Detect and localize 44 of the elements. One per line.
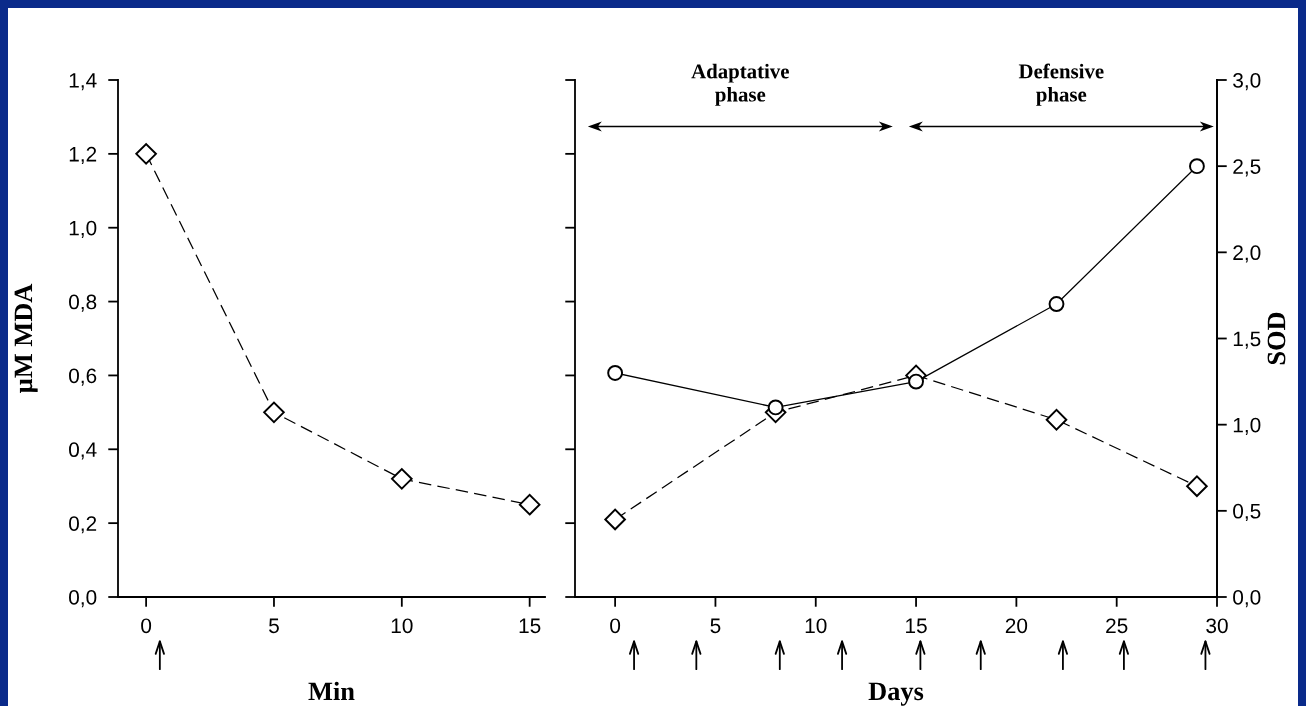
x-tick-label: 0: [610, 618, 621, 634]
y-tick-label: 0,8: [69, 294, 97, 312]
x-tick-label: 25: [1106, 618, 1128, 634]
point: [1186, 475, 1208, 497]
y-tick-label: 0,4: [69, 442, 97, 460]
x-axis-title: Days: [868, 682, 924, 706]
x-tick-label: 10: [391, 618, 413, 634]
text: 1,5: [1233, 331, 1261, 349]
point: [391, 468, 413, 490]
y-tick-label: 1,0: [69, 220, 97, 238]
point: [263, 401, 285, 424]
point: [1048, 296, 1065, 312]
y-tick-label: 0,0: [69, 590, 97, 608]
x-tick-label: 5: [710, 618, 721, 634]
y-tick-label: 0,2: [69, 516, 97, 534]
x-tick-label: 30: [1206, 618, 1228, 634]
y-tick-label: 0,6: [69, 368, 97, 386]
y2-axis-title: SOD: [1267, 312, 1286, 365]
x-tick-label: 0: [141, 618, 152, 634]
point: [607, 365, 624, 381]
point: [908, 373, 924, 390]
text: 3,0: [1233, 73, 1261, 91]
point: [767, 399, 784, 416]
y-tick-label: 1,4: [69, 73, 97, 91]
x-tick-label: 10: [805, 618, 827, 634]
text: 1,0: [1233, 417, 1261, 435]
point: [1045, 408, 1068, 431]
point: [135, 143, 157, 165]
y-tick-label: 1,2: [69, 146, 97, 165]
annotation: Defensive phase: [1018, 63, 1104, 106]
y-axis-title: µM MDA: [14, 283, 38, 393]
point: [604, 508, 626, 531]
text: 0,5: [1233, 503, 1261, 522]
annotation: Adaptative phase: [691, 63, 789, 106]
point: [1189, 158, 1205, 175]
x-tick-label: 15: [906, 618, 927, 634]
x-tick-label: 5: [269, 618, 279, 634]
text: 2,5: [1233, 159, 1261, 177]
point: [518, 493, 541, 516]
x-tick-label: 15: [519, 618, 541, 634]
x-tick-label: 20: [1005, 618, 1028, 634]
text: 2,0: [1233, 245, 1261, 263]
x-axis-title: Min: [308, 681, 355, 701]
text: 0,0: [1233, 590, 1261, 608]
